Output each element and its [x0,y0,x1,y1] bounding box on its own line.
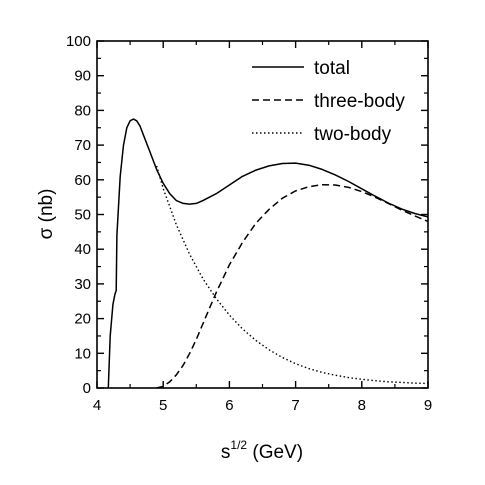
y-tick-label: 0 [83,380,91,397]
x-axis-title-superscript: 1/2 [230,438,247,452]
y-tick-label: 100 [66,33,91,50]
x-tick-label: 6 [225,397,233,414]
y-axis-title: σ (nb) [36,189,57,240]
x-tick-label: 9 [424,397,432,414]
series-lines [107,118,429,389]
series-line-two-body [155,165,429,385]
legend-label-two-body: two-body [314,124,392,145]
legend-label-three-body: three-body [314,91,405,112]
series-line-three-body [156,183,429,389]
x-tick-label: 5 [159,397,167,414]
plot-frame [96,40,429,389]
y-tick-label: 90 [74,68,91,85]
legend-label-total: total [314,58,350,79]
y-tick-label: 40 [74,241,91,258]
y-tick-label: 60 [74,172,91,189]
y-tick-label: 30 [74,276,91,293]
series-line-total [107,118,429,389]
x-axis-title-unit: (GeV) [247,442,303,463]
legend: total three-body two-body [252,58,405,145]
x-tick-label: 7 [291,397,299,414]
x-tick-label: 8 [358,397,366,414]
y-tick-label: 50 [74,207,91,224]
y-tick-label: 20 [74,311,91,328]
y-tick-label: 10 [74,345,91,362]
x-axis-title: s1/2 (GeV) [221,438,303,463]
x-axis-title-base: s [221,442,231,463]
y-tick-label: 70 [74,137,91,154]
x-tick-label: 4 [93,397,101,414]
y-tick-label: 80 [74,102,91,119]
